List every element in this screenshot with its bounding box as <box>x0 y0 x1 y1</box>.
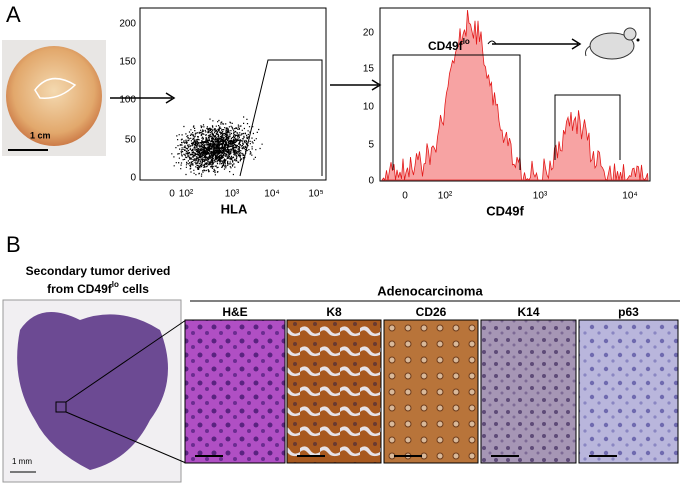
stain-label: p63 <box>618 305 639 319</box>
stain-label: H&E <box>222 305 247 319</box>
gate <box>239 59 323 177</box>
y-tick-label: 150 <box>119 57 136 68</box>
arrowhead <box>165 92 176 104</box>
gate-label-text: CD49f <box>428 39 464 53</box>
arrow <box>492 38 582 50</box>
tumor-title-end: cells <box>119 282 149 296</box>
x-tick-label: 10⁵ <box>308 189 323 200</box>
zoom-lines <box>65 319 187 464</box>
stain-image <box>480 319 577 464</box>
tumor-highlight <box>34 77 77 99</box>
x-tick-label: 10² <box>438 191 453 202</box>
stain-image <box>184 319 286 464</box>
x-tick-label: 10³ <box>533 191 548 202</box>
tumor-title: Secondary tumor derived <box>26 264 171 278</box>
y-tick-label: 10 <box>363 102 375 113</box>
inset-box <box>55 401 67 413</box>
x-tick-label: 10⁴ <box>264 189 279 200</box>
scale-bar-label: 1 mm <box>12 457 32 466</box>
y-tick-label: 0 <box>368 176 374 187</box>
panel-label: B <box>6 232 21 257</box>
x-tick-label: 0 <box>402 191 408 202</box>
tail <box>487 40 497 45</box>
y-tick-label: 5 <box>368 140 374 151</box>
x-axis-label: CD49f <box>486 203 524 218</box>
stain-label: K8 <box>326 305 342 319</box>
stain-image <box>578 319 679 464</box>
y-tick-label: 50 <box>125 135 137 146</box>
scatter-dots <box>171 116 263 177</box>
stain-label: CD26 <box>416 305 447 319</box>
stain-image <box>383 319 479 464</box>
y-tick-label: 100 <box>119 95 136 106</box>
tumor-title-sup: lo <box>112 280 119 289</box>
gate-label: CD49flo <box>428 37 470 53</box>
scale-bar-label: 1 cm <box>30 130 51 140</box>
y-tick-label: 15 <box>363 64 375 75</box>
y-tick-label: 0 <box>130 173 136 184</box>
histogram <box>381 9 649 182</box>
x-axis-label: HLA <box>221 201 248 216</box>
tumor <box>6 46 102 146</box>
tumor-title: from CD49flo cells <box>47 280 149 296</box>
x-tick-label: 0 <box>169 189 175 200</box>
x-tick-label: 10² <box>179 189 194 200</box>
mouse-icon <box>585 27 640 60</box>
y-tick-label: 200 <box>119 19 136 30</box>
tumor-title-text: from CD49f <box>47 282 113 296</box>
tissue <box>17 312 169 470</box>
scatter-frame <box>139 7 327 181</box>
stain-image <box>286 319 382 464</box>
x-tick-label: 10³ <box>225 189 240 200</box>
gate-label-sup: lo <box>463 37 470 46</box>
y-tick-label: 20 <box>363 28 375 39</box>
histogram-frame <box>379 7 651 182</box>
gates <box>392 54 621 170</box>
group-title: Adenocarcinoma <box>377 283 483 298</box>
x-tick-label: 10⁴ <box>622 191 637 202</box>
stain-label: K14 <box>517 305 539 319</box>
panel-label: A <box>6 2 21 27</box>
